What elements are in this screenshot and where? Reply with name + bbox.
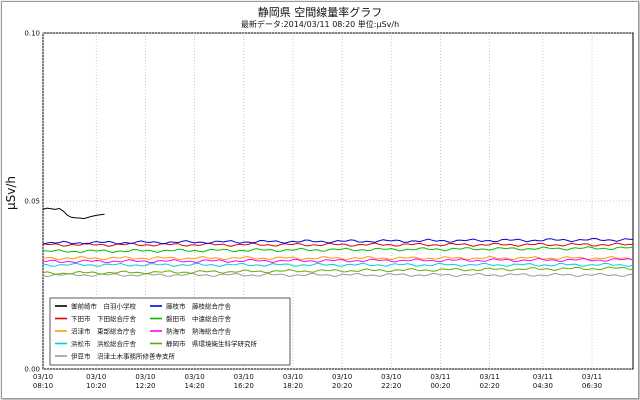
x-tick-date: 03/10 [234, 373, 254, 381]
series-line [42, 272, 634, 278]
x-tick-date: 03/11 [533, 373, 553, 381]
x-tick-time: 14:20 [185, 382, 205, 390]
x-tick-date: 03/10 [283, 373, 303, 381]
legend-label: 下田市 下田総合庁舎 [71, 314, 137, 323]
series-line [42, 207, 105, 220]
x-tick-date: 03/11 [480, 373, 500, 381]
x-tick-time: 08:10 [33, 382, 53, 390]
legend-label: 伊豆市 沼津土木事務所修善寺支所 [71, 351, 176, 360]
y-tick-labels: 0.00 0.05 0.10 [24, 30, 40, 374]
x-tick-date: 03/10 [135, 373, 155, 381]
legend-label: 静岡市 県環境衛生科学研究所 [166, 339, 258, 348]
legend-label: 浜松市 浜松総合庁舎 [71, 339, 137, 348]
x-tick-time: 04:30 [533, 382, 553, 390]
x-tick-date: 03/10 [33, 373, 53, 381]
x-tick-time: 16:20 [234, 382, 254, 390]
series-line [42, 266, 634, 275]
series-line [42, 255, 634, 261]
series-line [42, 242, 633, 247]
y-tick-label: 0.05 [24, 198, 40, 206]
y-tick-label: 0.00 [24, 366, 40, 374]
x-tick-time: 22:20 [381, 382, 401, 390]
x-tick-date: 03/10 [381, 373, 401, 381]
x-tick-time: 12:20 [135, 382, 155, 390]
x-tick-time: 06:30 [582, 382, 602, 390]
chart-title: 静岡県 空間線量率グラフ [257, 6, 383, 19]
x-tick-date: 03/11 [582, 373, 602, 381]
legend-label: 御前崎市 白羽小学校 [71, 301, 137, 310]
legend-label: 藤枝市 藤枝総合庁舎 [166, 301, 232, 310]
y-tick-label: 0.10 [24, 30, 40, 38]
x-tick-time: 00:20 [430, 382, 450, 390]
series-line [42, 237, 634, 245]
series-line [42, 257, 634, 264]
x-tick-time: 02:20 [480, 382, 500, 390]
series-lines [42, 207, 634, 278]
legend-label: 磐田市 中遠総合庁舎 [166, 314, 232, 323]
x-tick-date: 03/10 [185, 373, 205, 381]
x-tick-date: 03/10 [86, 373, 106, 381]
chart-subtitle: 最新データ:2014/03/11 08:20 単位:μSv/h [240, 20, 400, 29]
legend-label: 沼津市 東部総合庁舎 [71, 326, 137, 335]
x-tick-date: 03/10 [332, 373, 352, 381]
series-line [42, 262, 634, 268]
series-line [42, 246, 634, 254]
legend-box [49, 297, 291, 366]
x-tick-labels: 03/1008:1003/1010:2003/1012:2003/1014:20… [33, 373, 602, 390]
legend-label: 熱海市 熱海総合庁舎 [166, 326, 232, 335]
x-tick-time: 20:20 [332, 382, 352, 390]
x-tick-time: 10:20 [86, 382, 106, 390]
x-tick-date: 03/11 [430, 373, 450, 381]
x-tick-time: 18:20 [283, 382, 303, 390]
